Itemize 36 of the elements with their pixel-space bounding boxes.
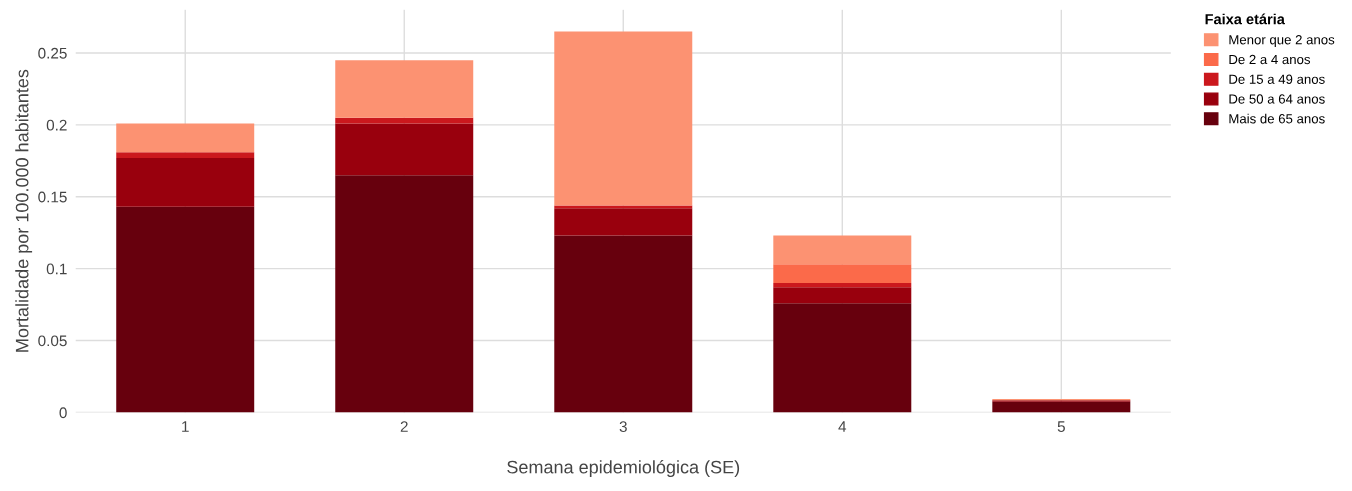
bar [335, 123, 474, 176]
legend-label: De 15 a 49 anos [1229, 74, 1325, 84]
y-tick-label: 0.05 [38, 335, 67, 347]
x-tick-label: 1 [182, 421, 189, 432]
bar [773, 303, 912, 413]
y-tick-label: 0.1 [46, 263, 67, 275]
y-tick-label: 0 [59, 407, 67, 419]
bar [116, 157, 255, 207]
bar [335, 60, 474, 118]
legend-label: Menor que 2 anos [1229, 35, 1335, 47]
bar [992, 401, 1131, 413]
legend-label: Mais de 65 anos [1229, 113, 1325, 124]
bar [773, 264, 912, 284]
legend-label: De 2 a 4 anos [1229, 54, 1311, 65]
bar [554, 31, 693, 206]
x-tick-label: 5 [1057, 421, 1065, 432]
bar [116, 152, 255, 158]
bar [773, 287, 912, 304]
y-axis-title: Mortalidade por 100.000 habitantes [15, 69, 33, 352]
bar [116, 123, 255, 153]
x-tick-label: 3 [619, 421, 627, 432]
bar [773, 283, 912, 288]
bar [554, 205, 693, 209]
legend-label: De 50 a 64 anos [1229, 94, 1325, 104]
x-axis-title: Semana epidemiológica (SE) [507, 460, 740, 478]
y-tick-label: 0.25 [38, 47, 67, 59]
y-tick-label: 0.15 [38, 191, 67, 203]
y-tick-label: 0.2 [46, 119, 67, 131]
bar [773, 235, 912, 265]
x-tick-label: 2 [400, 421, 408, 432]
legend-title: Faixa etária [1205, 13, 1285, 25]
bar [554, 208, 693, 236]
x-tick-label: 4 [838, 421, 847, 432]
bar [554, 235, 693, 413]
bar [116, 206, 255, 413]
bar [335, 175, 474, 413]
